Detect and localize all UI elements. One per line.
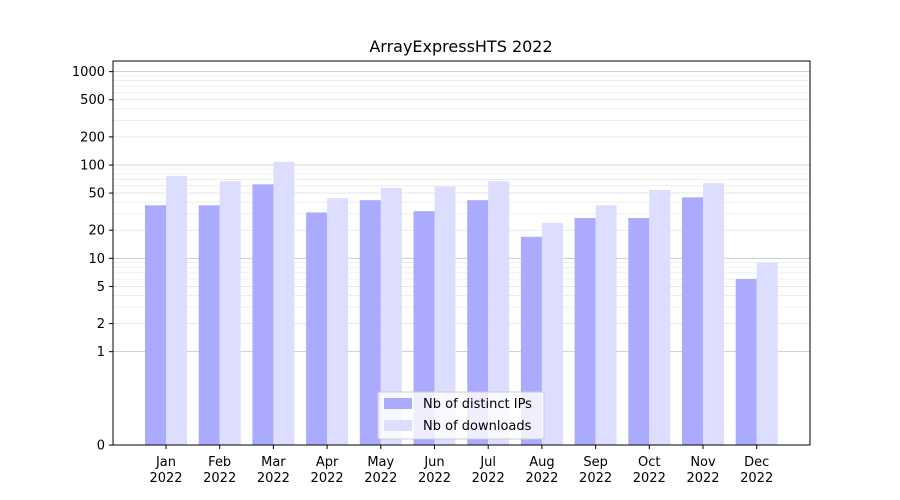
x-tick-label-year: 2022 [686,471,719,486]
x-tick-label-month: Mar [261,455,286,470]
y-tick-label: 100 [80,158,105,173]
x-tick-label-year: 2022 [149,471,182,486]
legend-swatch-downloads [384,420,412,431]
bar-distinct-ips [467,200,489,445]
x-tick-label-year: 2022 [579,471,612,486]
x-tick-label-year: 2022 [364,471,397,486]
x-tick-label-year: 2022 [525,471,558,486]
x-tick-label-month: Jul [479,455,496,470]
legend-swatch-distinct-ips [384,398,412,409]
bar-downloads [434,186,456,445]
bar-downloads [756,262,778,445]
x-tick-label-year: 2022 [472,471,505,486]
legend-label-downloads: Nb of downloads [423,419,532,434]
x-tick-label-year: 2022 [740,471,773,486]
x-tick-label-year: 2022 [633,471,666,486]
x-tick-label-month: Apr [316,455,339,470]
y-tick-label: 50 [88,187,105,202]
y-tick-label: 0 [97,439,105,454]
x-tick-label-year: 2022 [203,471,236,486]
bar-downloads [166,176,187,445]
legend-label-distinct-ips: Nb of distinct IPs [423,397,532,412]
bar-distinct-ips [359,200,381,445]
x-axis: Jan2022Feb2022Mar2022Apr2022May2022Jun20… [149,445,773,486]
y-axis: 0 1 2 5 10 20 50 100 200 500 1000 [72,65,113,454]
legend: Nb of distinct IPs Nb of downloads [377,391,545,440]
x-tick-label-month: Sep [583,455,608,470]
bar-distinct-ips [735,279,757,445]
x-tick-label-month: Jan [155,455,176,470]
x-tick-label-year: 2022 [257,471,290,486]
legend-box [377,391,545,440]
bar-distinct-ips [306,212,328,445]
x-tick-label-month: Dec [744,455,769,470]
y-tick-label: 2 [97,317,105,332]
bar-downloads [273,161,295,446]
bar-downloads [380,187,402,445]
x-tick-label-month: Feb [208,455,231,470]
bar-distinct-ips [574,218,596,445]
x-tick-label-month: Oct [638,455,660,470]
bar-downloads [327,198,349,445]
y-tick-label: 500 [80,93,105,108]
chart-title: ArrayExpressHTS 2022 [369,37,552,56]
x-tick-label-year: 2022 [418,471,451,486]
x-tick-label-month: Jun [423,455,444,470]
y-tick-label: 200 [80,130,105,145]
bar-downloads [541,222,563,445]
plot-frame [112,60,811,446]
x-tick-label-month: May [367,455,394,470]
y-tick-label: 10 [88,252,105,267]
y-tick-label: 1000 [72,65,105,80]
bar-distinct-ips [145,205,166,445]
bar-distinct-ips [628,218,650,445]
y-tick-label: 20 [88,224,105,239]
bars [145,161,778,446]
bar-distinct-ips [252,184,274,445]
bar-downloads [219,181,241,446]
bar-downloads [488,181,510,446]
y-tick-label: 5 [97,280,105,295]
bar-downloads [703,183,724,446]
x-tick-label-month: Aug [529,455,554,470]
bar-distinct-ips [198,205,220,445]
x-tick-label-month: Nov [690,455,716,470]
y-tick-label: 1 [97,345,105,360]
bar-downloads [595,205,617,445]
x-tick-label-year: 2022 [311,471,344,486]
bar-distinct-ips [682,197,703,445]
bar-distinct-ips [413,211,435,445]
bar-downloads [649,189,671,445]
